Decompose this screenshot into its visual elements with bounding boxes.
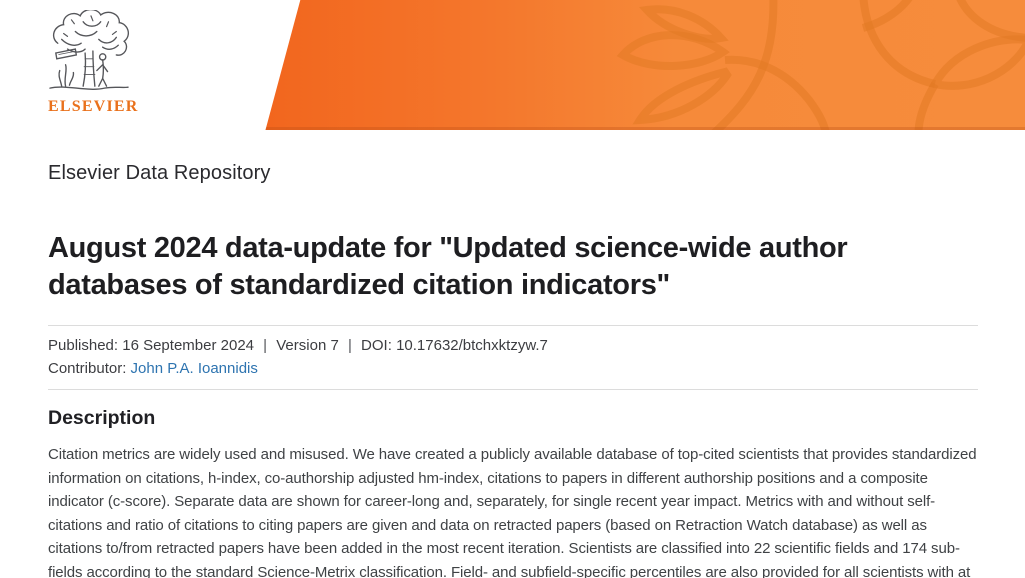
doi-label: DOI: <box>361 337 392 354</box>
version-value: Version 7 <box>276 337 339 354</box>
decorative-orange-banner <box>265 0 1025 130</box>
contributor-link[interactable]: John P.A. Ioannidis <box>130 360 258 377</box>
description-paragraph: Citation metrics are widely used and mis… <box>48 446 977 578</box>
separator: | <box>263 337 268 354</box>
separator: | <box>347 337 352 354</box>
leaf-pattern-graphic <box>616 0 1025 130</box>
elsevier-wordmark: ELSEVIER <box>48 98 139 115</box>
divider-top <box>48 325 978 326</box>
published-line: Published: 16 September 2024 | Version 7… <box>48 334 978 357</box>
contributor-line: Contributor: John P.A. Ioannidis <box>48 357 978 380</box>
dataset-title: August 2024 data-update for "Updated sci… <box>48 230 978 304</box>
published-label: Published: <box>48 337 119 354</box>
published-date: 16 September 2024 <box>122 337 254 354</box>
page-header: ELSEVIER <box>0 0 1025 130</box>
contributor-label: Contributor: <box>48 360 127 377</box>
repository-title: Elsevier Data Repository <box>48 162 271 184</box>
banner-bottom-edge <box>265 127 1025 130</box>
dataset-title-line-2: databases of standardized citation indic… <box>48 269 670 301</box>
doi-value: 10.17632/btchxktzyw.7 <box>396 337 548 354</box>
description-heading: Description <box>48 407 156 429</box>
dataset-title-line-1: August 2024 data-update for "Updated sci… <box>48 232 848 264</box>
dataset-metadata: Published: 16 September 2024 | Version 7… <box>48 326 978 389</box>
divider-bottom <box>48 389 978 390</box>
elsevier-tree-emblem-icon <box>49 10 130 90</box>
elsevier-logo[interactable]: ELSEVIER <box>48 10 139 118</box>
main-content: Elsevier Data Repository August 2024 dat… <box>48 162 978 578</box>
